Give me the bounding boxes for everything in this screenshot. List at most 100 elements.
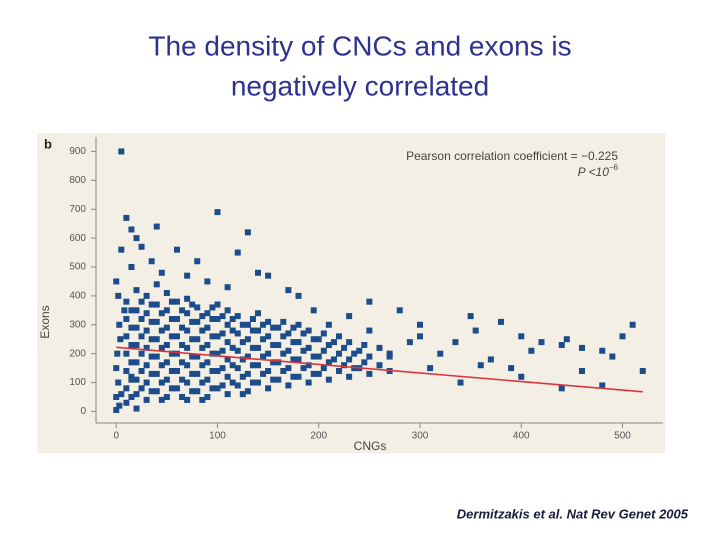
point: [336, 368, 342, 374]
point: [346, 339, 353, 346]
point: [310, 336, 317, 343]
point: [133, 287, 140, 294]
point: [234, 249, 241, 256]
point: [143, 292, 150, 299]
point: [133, 359, 140, 366]
point: [219, 330, 226, 337]
point: [204, 394, 211, 400]
point: [270, 376, 277, 383]
point: [158, 310, 165, 317]
point: [325, 342, 332, 348]
point: [163, 342, 170, 348]
point: [330, 356, 337, 363]
point: [265, 385, 272, 392]
point: [138, 368, 145, 374]
point: [452, 339, 459, 346]
point: [153, 388, 160, 395]
point: [158, 362, 165, 369]
x-tick-label: 100: [209, 431, 226, 442]
point: [498, 318, 504, 325]
point: [168, 350, 175, 357]
point: [290, 339, 297, 346]
point: [619, 333, 626, 340]
point: [158, 344, 165, 351]
point: [366, 327, 373, 334]
point: [138, 333, 145, 340]
point: [341, 362, 348, 369]
x-tick-label: 400: [513, 431, 530, 442]
point: [386, 350, 393, 357]
y-tick-label: 100: [69, 377, 86, 388]
point: [244, 321, 251, 328]
point: [305, 344, 312, 351]
annotation: Pearson correlation coefficient = −0.225: [406, 149, 618, 163]
point: [295, 292, 302, 299]
point: [184, 272, 191, 279]
point: [113, 278, 120, 285]
point: [209, 333, 216, 340]
point: [123, 316, 130, 322]
point: [158, 396, 165, 403]
point: [239, 339, 246, 346]
point: [285, 347, 292, 354]
point: [199, 327, 206, 334]
point: [113, 394, 120, 400]
point: [315, 370, 322, 377]
point: [194, 336, 201, 343]
point: [123, 385, 130, 392]
point: [143, 396, 150, 403]
point: [629, 321, 636, 328]
point: [199, 362, 206, 369]
point: [123, 368, 130, 374]
point: [204, 310, 211, 317]
point: [204, 342, 211, 348]
point: [189, 301, 196, 308]
point: [153, 370, 160, 377]
point: [168, 333, 175, 340]
point: [209, 368, 216, 374]
point: [189, 336, 196, 343]
point: [260, 336, 267, 343]
point: [199, 379, 206, 386]
x-axis-label: CNGs: [354, 439, 387, 453]
point: [148, 388, 155, 395]
point: [158, 379, 165, 386]
point: [244, 229, 251, 236]
point: [341, 344, 348, 351]
point: [194, 388, 201, 395]
point: [184, 362, 191, 369]
point: [406, 339, 413, 346]
point: [138, 350, 145, 357]
point: [209, 316, 216, 322]
y-tick-label: 200: [69, 348, 86, 359]
points: [113, 148, 646, 413]
x-tick-label: 0: [113, 431, 119, 442]
point: [579, 368, 585, 374]
point: [300, 365, 307, 372]
point: [224, 284, 231, 291]
point: [153, 318, 160, 325]
y-tick-label: 600: [69, 233, 86, 244]
point: [128, 359, 135, 366]
point: [239, 373, 246, 380]
point: [295, 339, 302, 346]
point: [224, 321, 231, 328]
point: [427, 365, 434, 372]
point: [300, 347, 307, 354]
point: [153, 301, 160, 308]
point: [518, 333, 525, 340]
point: [249, 362, 256, 369]
point: [290, 324, 297, 331]
y-tick-label: 400: [69, 291, 86, 302]
point: [194, 304, 201, 311]
point: [174, 368, 180, 374]
point: [609, 353, 616, 360]
point: [239, 321, 246, 328]
point: [285, 287, 292, 294]
point: [118, 246, 125, 253]
point: [128, 264, 135, 270]
point: [163, 394, 170, 400]
slide-title: negatively correlated: [231, 70, 489, 101]
y-tick-label: 700: [69, 204, 86, 215]
trend-line: [116, 346, 643, 393]
